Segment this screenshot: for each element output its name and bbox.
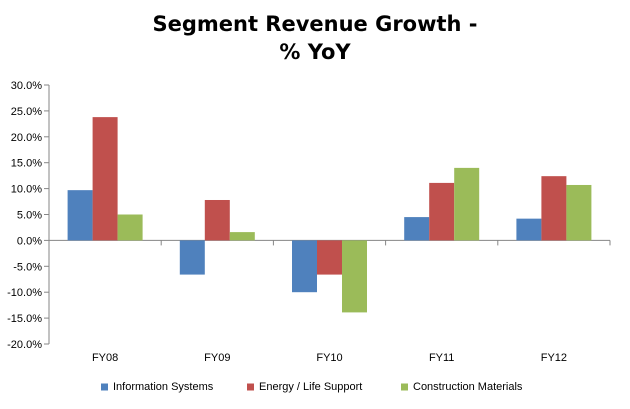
bar [541,176,567,241]
y-tick-label: -20.0% [7,339,42,351]
bar [342,240,367,313]
legend-swatch [247,383,254,391]
bar [429,182,455,241]
bar [516,218,542,241]
legend-swatch [401,383,408,391]
bar [92,117,118,241]
bar [454,167,480,241]
y-tick-label: 5.0% [17,210,42,222]
bar [566,184,592,241]
y-tick-label: 20.0% [11,132,42,144]
y-tick-label: -5.0% [13,261,42,273]
y-tick-label: 10.0% [11,184,42,196]
x-tick-label: FY12 [541,352,567,364]
bar [404,217,430,241]
bar [229,232,255,241]
y-tick-label: 25.0% [11,106,42,118]
legend-label: Energy / Life Support [259,381,362,393]
chart-bars [67,117,592,313]
x-tick-label: FY10 [316,352,342,364]
y-tick-label: 15.0% [11,158,42,170]
legend-swatch [101,383,108,391]
bar [204,199,230,241]
y-tick-label: 30.0% [11,80,42,92]
x-tick-label: FY09 [204,352,230,364]
chart-axes: -20.0% -15.0% -10.0% -5.0% 0.0% 5.0% 10.0% 15.0… [7,80,611,364]
bar [67,190,93,241]
legend-label: Construction Materials [413,381,523,393]
chart-legend: Information Systems Energy / Life Support… [101,381,523,393]
x-tick-label: FY11 [429,352,454,364]
y-tick-label: -10.0% [7,287,42,299]
chart-title-line-2: % YoY [279,40,351,64]
x-tick-label: FY08 [92,352,118,364]
bar [117,214,143,241]
chart-title-line-1: Segment Revenue Growth - [152,12,478,36]
bar [292,240,317,293]
bar [179,240,205,275]
legend-label: Information Systems [113,381,214,393]
bar [317,240,342,275]
chart-title: Segment Revenue Growth - % YoY [0,10,630,66]
y-tick-label: 0.0% [17,235,42,247]
y-tick-label: -15.0% [7,313,42,325]
